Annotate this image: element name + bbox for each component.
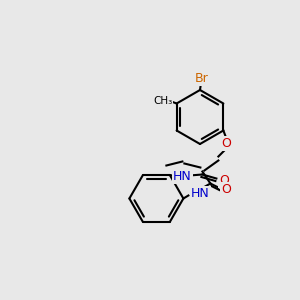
Text: HN: HN	[173, 170, 192, 183]
Text: O: O	[221, 137, 231, 150]
Text: HN: HN	[191, 187, 210, 200]
Text: O: O	[221, 183, 231, 196]
Text: Br: Br	[195, 71, 209, 85]
Text: CH₃: CH₃	[153, 95, 172, 106]
Text: O: O	[219, 174, 229, 187]
